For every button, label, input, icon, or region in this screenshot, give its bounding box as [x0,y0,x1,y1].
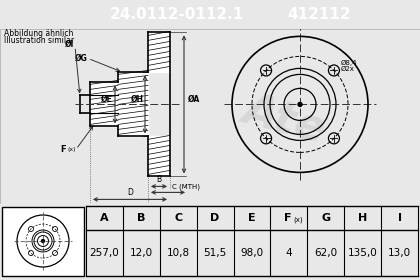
Circle shape [42,239,45,242]
Text: 257,0: 257,0 [89,248,119,258]
Text: B: B [156,175,162,185]
Bar [2,207,84,276]
Text: 10,8: 10,8 [167,248,190,258]
Text: 62,0: 62,0 [314,248,337,258]
Text: ØH: ØH [131,95,144,104]
Text: D: D [127,188,133,197]
Text: 51,5: 51,5 [203,248,227,258]
Text: 12,0: 12,0 [130,248,153,258]
Text: F: F [284,213,291,223]
Text: H: H [358,213,368,223]
Text: Abbildung ähnlich: Abbildung ähnlich [4,29,74,38]
Text: A: A [100,213,109,223]
Text: Ø8,4: Ø8,4 [341,60,357,66]
Text: G: G [321,213,331,223]
Text: B: B [137,213,145,223]
Circle shape [298,102,302,106]
Text: ØA: ØA [188,95,200,104]
Text: 412112: 412112 [287,7,351,22]
Text: C: C [174,213,182,223]
Text: 24.0112-0112.1: 24.0112-0112.1 [109,7,244,22]
Text: (x): (x) [68,147,76,152]
Text: C (MTH): C (MTH) [172,183,200,190]
Text: Ate: Ate [239,88,331,151]
Text: ØE: ØE [101,95,113,104]
Text: 4: 4 [286,248,292,258]
Text: Illustration similar: Illustration similar [4,36,74,45]
Text: F: F [60,145,66,154]
Text: ØG: ØG [75,54,88,63]
Text: D: D [210,213,220,223]
Text: Ø2x: Ø2x [341,66,355,71]
Text: 98,0: 98,0 [240,248,264,258]
Text: 13,0: 13,0 [388,248,411,258]
Text: ØI: ØI [65,40,74,49]
Text: I: I [398,213,402,223]
Text: (x): (x) [293,216,302,223]
Text: 135,0: 135,0 [348,248,378,258]
Text: E: E [248,213,256,223]
